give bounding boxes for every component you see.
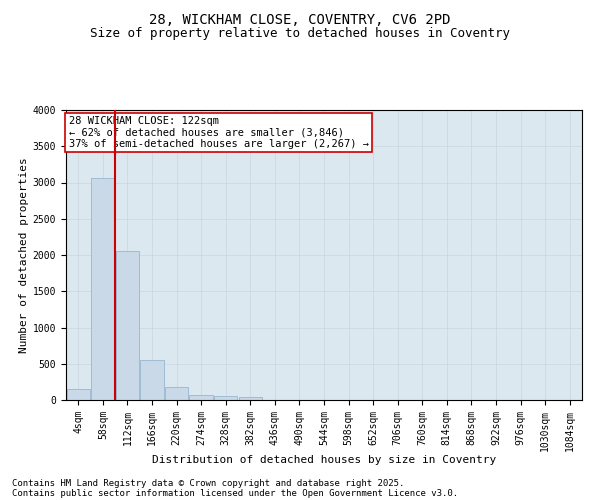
- Bar: [190, 394, 213, 400]
- Text: 28, WICKHAM CLOSE, COVENTRY, CV6 2PD: 28, WICKHAM CLOSE, COVENTRY, CV6 2PD: [149, 12, 451, 26]
- Text: Size of property relative to detached houses in Coventry: Size of property relative to detached ho…: [90, 28, 510, 40]
- Bar: [140, 360, 164, 400]
- Bar: [116, 250, 139, 400]
- Bar: [91, 178, 115, 400]
- Y-axis label: Number of detached properties: Number of detached properties: [19, 157, 29, 353]
- Text: Contains public sector information licensed under the Open Government Licence v3: Contains public sector information licen…: [12, 488, 458, 498]
- Bar: [67, 390, 90, 400]
- Bar: [214, 396, 238, 400]
- Text: Contains HM Land Registry data © Crown copyright and database right 2025.: Contains HM Land Registry data © Crown c…: [12, 478, 404, 488]
- X-axis label: Distribution of detached houses by size in Coventry: Distribution of detached houses by size …: [152, 455, 496, 465]
- Bar: [165, 388, 188, 400]
- Bar: [239, 397, 262, 400]
- Text: 28 WICKHAM CLOSE: 122sqm
← 62% of detached houses are smaller (3,846)
37% of sem: 28 WICKHAM CLOSE: 122sqm ← 62% of detach…: [68, 116, 368, 149]
